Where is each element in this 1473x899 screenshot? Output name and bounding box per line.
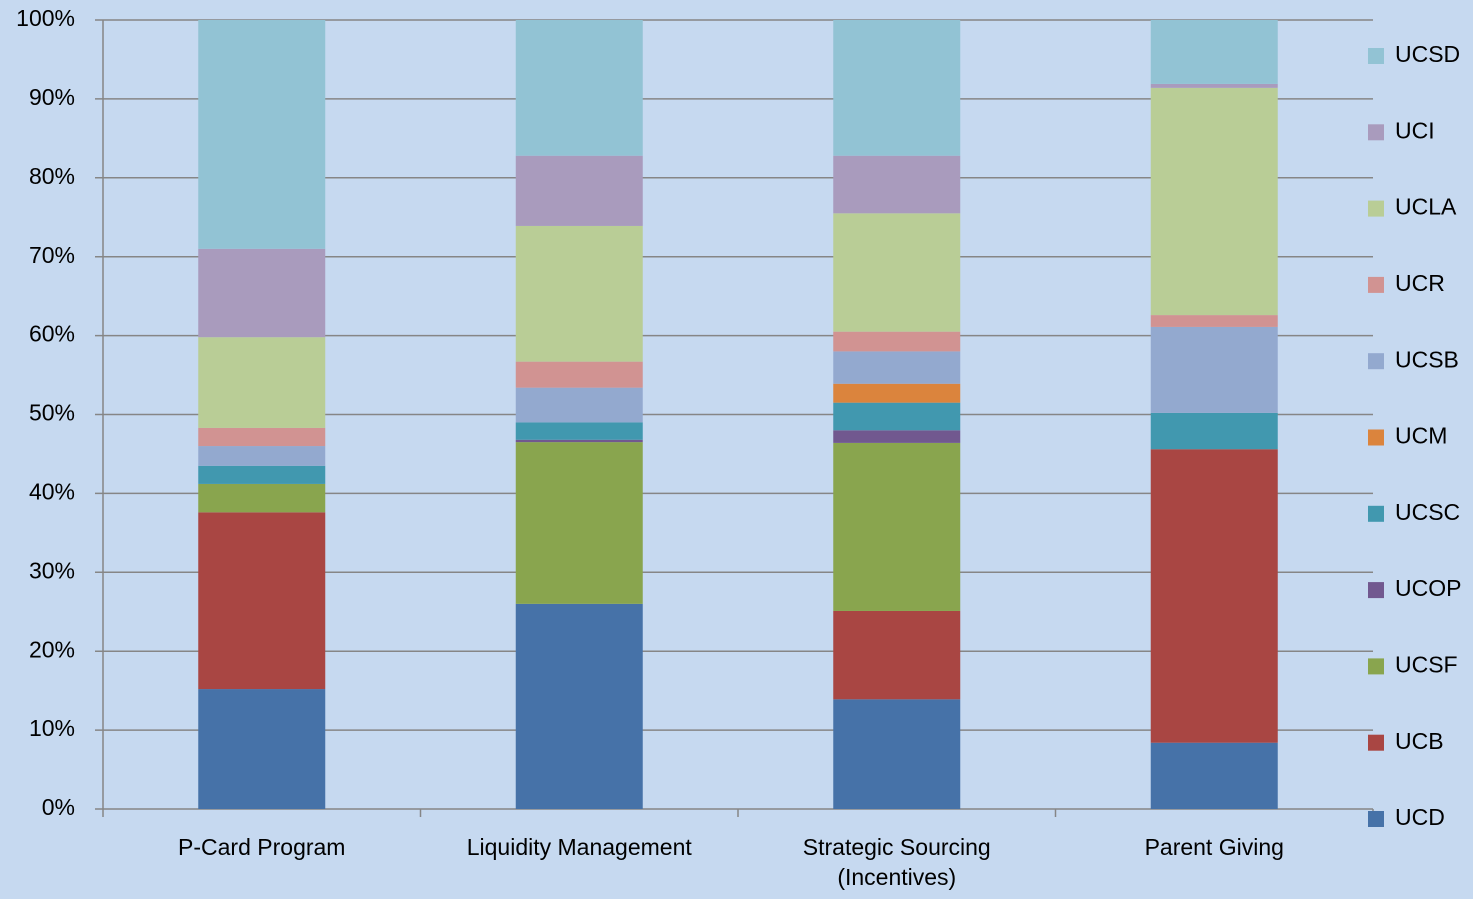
bar-segment [833,20,961,156]
bar-segment [198,446,326,466]
legend-swatch [1368,353,1384,370]
legend-label: UCM [1395,423,1447,449]
legend-label: UCB [1395,728,1444,754]
y-tick-label: 10% [29,715,75,741]
legend-label: UCSF [1395,651,1458,677]
bar-segment [1150,742,1278,809]
y-tick-label: 60% [29,321,75,347]
bar-segment [1150,449,1278,743]
x-tick-label: Parent Giving [1144,834,1284,860]
bar-segment [833,699,961,809]
bar-segment [1150,326,1278,413]
x-tick-label: Liquidity Management [466,834,692,860]
bar-segment [833,442,961,611]
bar-segment [198,689,326,809]
legend-swatch [1368,48,1384,64]
bar-segment [833,610,961,700]
legend-swatch [1368,734,1384,751]
bar-segment [833,402,961,431]
bar-segment [198,512,326,690]
y-tick-label: 20% [29,636,75,662]
bar-segment [833,331,961,352]
legend-label: UCI [1395,117,1435,143]
legend-swatch [1368,124,1384,141]
y-tick-label: 0% [42,794,75,820]
y-tick-label: 80% [29,163,75,189]
bar-segment [1150,412,1278,450]
bar-segment [833,213,961,332]
legend-label: UCSC [1395,499,1460,525]
y-tick-label: 70% [29,242,75,268]
legend-label: UCSB [1395,346,1459,372]
bar-segment [833,430,961,443]
bar-segment [515,155,643,226]
bar-segment [515,225,643,362]
bar-segment [833,351,961,384]
x-tick-label: P-Card Program [178,834,346,860]
bar-segment [833,383,961,403]
bar-segment [198,483,326,513]
bar-segment [1150,83,1278,88]
bar-segment [198,20,326,249]
legend-swatch [1368,505,1384,522]
x-tick-label: Strategic Sourcing (Incentives) [802,834,991,890]
legend-label: UCR [1395,270,1445,296]
bar-segment [833,155,961,214]
bar-segment [515,361,643,388]
bar-segment [198,427,326,447]
bar-segment [515,603,643,809]
legend-label: UCD [1395,804,1445,830]
bar-segment [515,439,643,443]
legend-swatch [1368,200,1384,217]
y-tick-label: 100% [16,5,75,31]
y-tick-label: 90% [29,84,75,110]
y-tick-label: 40% [29,478,75,504]
y-tick-label: 30% [29,557,75,583]
legend-swatch [1368,582,1384,599]
y-tick-label: 50% [29,400,75,426]
bar-segment [198,248,326,338]
bar-segment [1150,20,1278,84]
bar-segment [198,465,326,484]
legend-swatch [1368,429,1384,446]
bar-segment [1150,87,1278,316]
bar-segment [1150,315,1278,327]
bar-segment [515,442,643,604]
bar-segment [198,337,326,428]
legend-label: UCSD [1395,41,1460,67]
legend-swatch [1368,276,1384,293]
bar-segment [515,387,643,423]
bar-segment [515,20,643,156]
legend-label: UCOP [1395,575,1461,601]
legend-swatch [1368,811,1384,827]
bar-segment [515,422,643,440]
legend-label: UCLA [1395,194,1457,220]
legend-swatch [1368,658,1384,675]
